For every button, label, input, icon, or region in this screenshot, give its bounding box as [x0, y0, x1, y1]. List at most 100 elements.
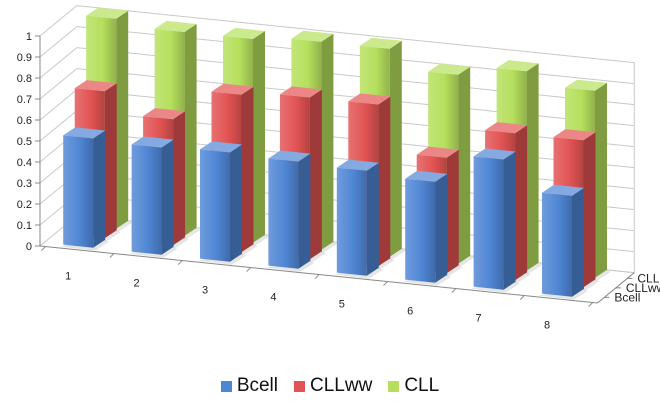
bar-side: [595, 82, 607, 278]
y-tick-label: 0.5: [17, 136, 32, 148]
bar-side: [389, 40, 402, 257]
legend-swatch: [220, 380, 232, 392]
x-tick-label: 8: [544, 320, 550, 332]
bar-side: [161, 139, 174, 255]
bar-front: [405, 178, 436, 283]
side-gridline: [39, 68, 78, 100]
bar-front: [131, 144, 162, 255]
bar-top: [359, 37, 402, 49]
bar-side: [526, 63, 539, 271]
bar-side: [104, 83, 117, 239]
bar-top: [485, 122, 528, 134]
x-tick-label: 3: [202, 285, 208, 297]
gridline: [76, 5, 635, 64]
y-tick-label: 0.6: [17, 115, 32, 127]
x-tick-mark: [177, 260, 183, 265]
bar-side: [435, 173, 448, 283]
bar-top: [74, 80, 117, 92]
bar-side: [230, 144, 242, 262]
bar-top: [542, 184, 584, 196]
bar-side: [309, 89, 322, 260]
bar-side: [515, 125, 528, 281]
x-tick-mark: [519, 295, 525, 300]
y-tick-label: 0.3: [17, 178, 32, 190]
legend-swatch: [294, 380, 305, 392]
bar-top: [405, 170, 448, 182]
bar-top: [200, 141, 242, 153]
bar-top: [268, 150, 311, 162]
bar-front: [63, 135, 94, 248]
bar: [333, 159, 383, 279]
depth-axis-label: Bcell: [614, 290, 640, 304]
x-tick-mark: [314, 274, 320, 279]
bar-top: [473, 148, 516, 160]
bar-side: [184, 24, 197, 236]
x-tick-label: 7: [476, 313, 482, 325]
bar-side: [446, 149, 459, 274]
bar-top: [279, 86, 322, 98]
bar-top: [154, 20, 197, 32]
x-tick-mark: [451, 288, 457, 293]
bar-side: [378, 96, 391, 267]
y-tick-label: 0: [26, 241, 32, 253]
bar-top: [416, 146, 459, 158]
bar: [197, 141, 246, 265]
depth-axis-label: CLL: [637, 271, 659, 285]
axes: 0 0.1 0.2 0.3 0.4 0.5 0.6 0.7 0.8 0.9 1 1 2 3 4 5 6 7 8 Bce…: [17, 31, 660, 332]
bar-top: [336, 159, 379, 171]
y-tick-label: 0.9: [17, 52, 32, 64]
x-tick-label: 5: [339, 299, 345, 311]
bar-side: [173, 111, 186, 246]
legend-label: Bcell: [236, 375, 278, 396]
x-tick-mark: [109, 253, 115, 258]
bar-side: [583, 132, 596, 288]
bar-side: [321, 33, 334, 250]
bar-side: [116, 10, 129, 229]
bar-side: [458, 66, 471, 264]
side-gridline: [39, 26, 78, 58]
bar-top: [428, 63, 471, 75]
bar-top: [211, 83, 254, 95]
x-tick-label: 1: [65, 271, 71, 283]
bar-side: [503, 151, 516, 290]
bar-top: [143, 108, 186, 120]
y-tick-label: 0.7: [17, 94, 32, 106]
chart-plot: 0 0.1 0.2 0.3 0.4 0.5 0.6 0.7 0.8 0.9 1 1 2 3 4 5 6 7 8 Bce…: [17, 5, 660, 332]
bar-top: [291, 30, 334, 42]
y-tick-label: 0.8: [17, 73, 32, 85]
legend-swatch: [388, 380, 400, 392]
x-tick-label: 6: [407, 306, 413, 318]
bar: [402, 170, 452, 286]
x-tick-mark: [383, 281, 388, 286]
y-tick-label: 0.2: [17, 199, 32, 211]
legend-label: CLLww: [310, 375, 373, 396]
bar: [60, 127, 110, 251]
bar: [265, 150, 315, 272]
y-tick-label: 0.1: [17, 220, 32, 232]
bar-side: [253, 31, 265, 243]
bar-top: [496, 60, 539, 72]
bar: [539, 184, 588, 300]
legend-item: CLL: [388, 375, 439, 397]
bar-side: [366, 162, 379, 276]
bars: [60, 7, 611, 300]
bar-top: [63, 127, 106, 139]
depth-axis-label: CLLww: [626, 281, 660, 295]
side-gridline: [39, 110, 78, 142]
y-tick-label: 0.4: [17, 157, 32, 169]
side-gridline: [39, 89, 78, 121]
x-tick-mark: [41, 246, 46, 251]
bar-side: [298, 153, 311, 269]
bar-top: [131, 136, 174, 148]
bar-top: [553, 129, 596, 141]
bar-front: [542, 192, 572, 297]
side-gridline: [39, 5, 78, 37]
bar-top: [223, 27, 265, 39]
bar-front: [200, 149, 230, 262]
x-tick-mark: [588, 302, 594, 307]
bar-top: [565, 79, 607, 91]
side-gridline: [39, 47, 78, 79]
x-tick-label: 4: [270, 292, 276, 304]
legend: Bcell CLLww CLL: [0, 372, 660, 400]
